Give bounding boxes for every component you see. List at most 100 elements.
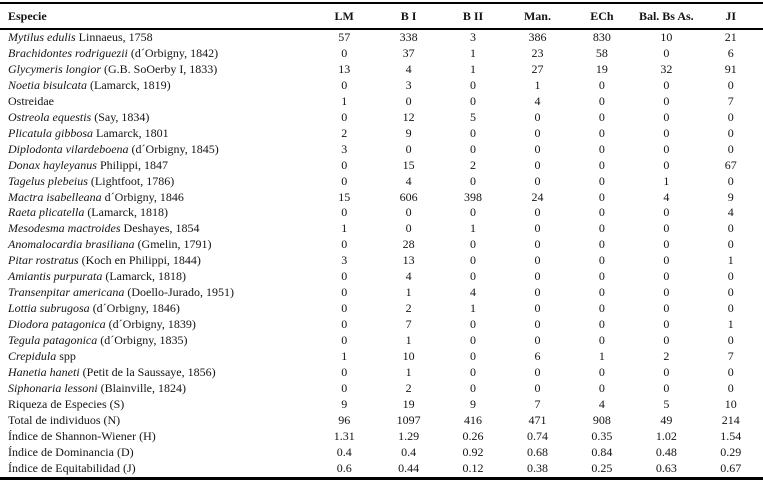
value-cell: 338: [399, 30, 418, 44]
value-cell: 0.44: [398, 460, 420, 475]
value-cell: 5: [470, 109, 477, 124]
value-cell: 0: [598, 365, 605, 380]
value-cell: 1: [727, 317, 734, 332]
value-cell: 1: [470, 301, 477, 316]
table-row: Total de individuos (N) 96 1097 416 471 908 49…: [0, 413, 763, 429]
value-cell: 0: [534, 365, 541, 380]
table-row: Tegula patagonica (d´Orbigny, 1835) 0 1 0 0 0…: [0, 333, 763, 349]
value-cell: 0: [727, 125, 734, 140]
value-cell: 0: [727, 285, 734, 300]
value-cell: 1: [727, 253, 734, 268]
value-cell: 0: [598, 269, 605, 284]
value-cell: 27: [531, 61, 544, 76]
table-row: Glycymeris longior (G.B. SoOerby I, 1833…: [0, 62, 763, 78]
value-cell: 0: [663, 109, 670, 124]
value-cell: 12: [402, 109, 415, 124]
species-scientific-name: Noetia bisulcata: [8, 77, 87, 92]
value-cell: 0: [727, 269, 734, 284]
species-scientific-name: Diodora patagonica: [8, 317, 106, 332]
value-cell: 2: [405, 380, 412, 395]
value-cell: 0: [405, 93, 412, 108]
species-scientific-name: Amiantis purpurata: [8, 269, 103, 284]
value-cell: 32: [660, 61, 673, 76]
value-cell: 0: [663, 269, 670, 284]
species-name-cell: Mesodesma mactroides Deshayes, 1854: [8, 221, 200, 236]
table-row: Transenpitar americana (Doello-Jurado, 1…: [0, 285, 763, 301]
value-cell: 24: [531, 189, 544, 204]
column-header-b-i: B I: [376, 3, 441, 30]
value-cell: 0.12: [462, 460, 484, 475]
value-cell: 0: [727, 237, 734, 252]
value-cell: 7: [534, 396, 541, 411]
column-header-ji: JI: [698, 3, 763, 30]
value-cell: 0: [534, 269, 541, 284]
species-name-cell: Pitar rostratus (Koch en Philippi, 1844): [8, 253, 201, 268]
species-name-cell: Índice de Shannon-Wiener (H): [8, 428, 156, 443]
value-cell: 2: [663, 349, 670, 364]
value-cell: 0: [470, 365, 477, 380]
value-cell: 0: [598, 317, 605, 332]
species-name-cell: Raeta plicatella (Lamarck, 1818): [8, 205, 168, 220]
species-name-cell: Total de individuos (N): [8, 412, 121, 427]
value-cell: 1: [341, 93, 348, 108]
value-cell: 0: [534, 109, 541, 124]
value-cell: 10: [724, 396, 737, 411]
species-scientific-name: Ostreola equestis: [8, 109, 92, 124]
value-cell: 37: [402, 45, 415, 60]
species-scientific-name: Hanetia haneti: [8, 365, 80, 380]
value-cell: 0: [341, 365, 348, 380]
table-row: Amiantis purpurata (Lamarck, 1818) 0 4 0 0 0 0…: [0, 269, 763, 285]
species-scientific-name: Mesodesma mactroides: [8, 221, 121, 236]
value-cell: 57: [338, 30, 351, 44]
value-cell: 0: [534, 317, 541, 332]
species-name-cell: Hanetia haneti (Petit de la Saussaye, 18…: [8, 365, 216, 380]
value-cell: 0.48: [655, 444, 677, 459]
species-scientific-name: Lottia subrugosa: [8, 301, 90, 316]
value-cell: 0.38: [526, 460, 548, 475]
species-scientific-name: Brachidontes rodriguezii: [8, 45, 128, 60]
value-cell: 1: [405, 285, 412, 300]
species-name-cell: Índice de Equitabilidad (J): [8, 460, 136, 475]
value-cell: 0: [405, 221, 412, 236]
value-cell: 0: [663, 333, 670, 348]
species-scientific-name: Plicatula gibbosa: [8, 125, 93, 140]
value-cell: 0: [470, 205, 477, 220]
value-cell: 0: [663, 93, 670, 108]
value-cell: 0.68: [526, 444, 548, 459]
value-cell: 0: [598, 301, 605, 316]
value-cell: 7: [727, 93, 734, 108]
value-cell: 0: [534, 285, 541, 300]
value-cell: 0: [470, 173, 477, 188]
value-cell: 0: [470, 317, 477, 332]
value-cell: 0: [663, 141, 670, 156]
species-scientific-name: Tagelus plebeius: [8, 173, 88, 188]
value-cell: 0.4: [401, 444, 417, 459]
value-cell: 0: [341, 380, 348, 395]
value-cell: 1.02: [655, 428, 677, 443]
table-row: Diplodonta vilardeboena (d´Orbigny, 1845…: [0, 142, 763, 158]
value-cell: 0: [663, 77, 670, 92]
value-cell: 830: [592, 30, 611, 44]
value-cell: 0: [405, 141, 412, 156]
value-cell: 0: [534, 380, 541, 395]
value-cell: 0: [341, 301, 348, 316]
table-row: Plicatula gibbosa Lamarck, 1801 2 9 0 0 0 0 0: [0, 126, 763, 142]
value-cell: 58: [595, 45, 608, 60]
species-name-cell: Tegula patagonica (d´Orbigny, 1835): [8, 333, 188, 348]
table-row: Índice de Shannon-Wiener (H) 1.31 1.29 0.26…: [0, 429, 763, 445]
value-cell: 9: [405, 125, 412, 140]
value-cell: 2: [405, 301, 412, 316]
species-name-cell: Siphonaria lessoni (Blainville, 1824): [8, 380, 186, 395]
table-row: Índice de Dominancia (D) 0.4 0.4 0.92 0.68 0.…: [0, 445, 763, 461]
value-cell: 1: [598, 349, 605, 364]
value-cell: 1: [470, 221, 477, 236]
value-cell: 0: [341, 157, 348, 172]
value-cell: 0: [598, 189, 605, 204]
species-scientific-name: Donax hayleyanus: [8, 157, 97, 172]
species-name-cell: Amiantis purpurata (Lamarck, 1818): [8, 269, 186, 284]
value-cell: 0: [341, 333, 348, 348]
species-scientific-name: Tegula patagonica: [8, 333, 98, 348]
